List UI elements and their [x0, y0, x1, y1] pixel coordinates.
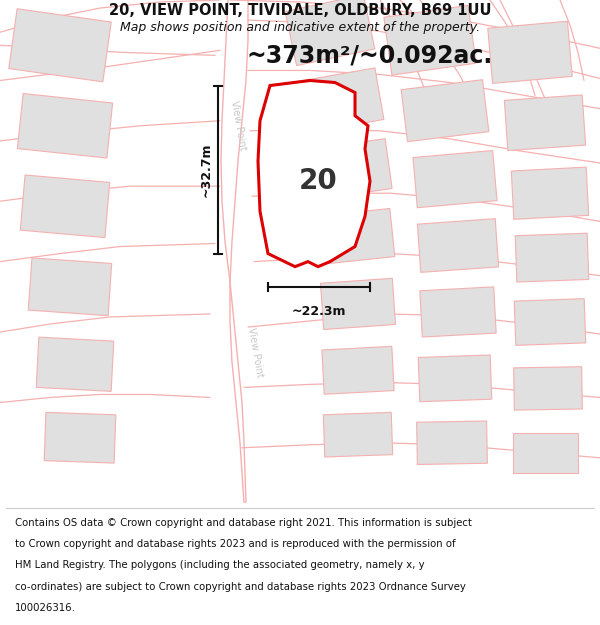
- Polygon shape: [488, 21, 572, 83]
- Polygon shape: [28, 258, 112, 316]
- Polygon shape: [505, 95, 586, 151]
- Text: View Point: View Point: [229, 100, 247, 152]
- Polygon shape: [296, 68, 384, 133]
- Polygon shape: [210, 0, 262, 503]
- Polygon shape: [515, 233, 589, 282]
- Text: 20: 20: [299, 167, 337, 195]
- Polygon shape: [322, 346, 394, 394]
- Text: 20, VIEW POINT, TIVIDALE, OLDBURY, B69 1UU: 20, VIEW POINT, TIVIDALE, OLDBURY, B69 1…: [109, 2, 491, 18]
- Text: Map shows position and indicative extent of the property.: Map shows position and indicative extent…: [120, 21, 480, 34]
- Polygon shape: [285, 0, 375, 66]
- Polygon shape: [514, 367, 583, 410]
- Text: ~32.7m: ~32.7m: [199, 142, 212, 197]
- Polygon shape: [323, 412, 393, 457]
- Polygon shape: [512, 432, 577, 473]
- Polygon shape: [36, 337, 114, 391]
- Polygon shape: [511, 167, 589, 219]
- Text: co-ordinates) are subject to Crown copyright and database rights 2023 Ordnance S: co-ordinates) are subject to Crown copyr…: [15, 582, 466, 592]
- Polygon shape: [401, 80, 489, 142]
- Polygon shape: [320, 278, 395, 329]
- Polygon shape: [416, 421, 487, 464]
- Polygon shape: [315, 209, 395, 264]
- Text: ~22.3m: ~22.3m: [292, 305, 346, 318]
- Polygon shape: [44, 412, 116, 463]
- Polygon shape: [514, 299, 586, 346]
- Polygon shape: [9, 9, 111, 82]
- Polygon shape: [420, 287, 496, 337]
- Text: 100026316.: 100026316.: [15, 603, 76, 613]
- Polygon shape: [308, 139, 392, 199]
- Polygon shape: [384, 6, 476, 75]
- Polygon shape: [418, 219, 499, 272]
- Text: View Point: View Point: [245, 326, 265, 378]
- Polygon shape: [413, 151, 497, 208]
- Text: HM Land Registry. The polygons (including the associated geometry, namely x, y: HM Land Registry. The polygons (includin…: [15, 561, 425, 571]
- Text: to Crown copyright and database rights 2023 and is reproduced with the permissio: to Crown copyright and database rights 2…: [15, 539, 455, 549]
- Text: ~373m²/~0.092ac.: ~373m²/~0.092ac.: [247, 43, 493, 68]
- Polygon shape: [20, 175, 110, 238]
- Polygon shape: [418, 355, 492, 402]
- Text: Contains OS data © Crown copyright and database right 2021. This information is : Contains OS data © Crown copyright and d…: [15, 518, 472, 528]
- Polygon shape: [258, 81, 370, 267]
- Polygon shape: [17, 94, 113, 158]
